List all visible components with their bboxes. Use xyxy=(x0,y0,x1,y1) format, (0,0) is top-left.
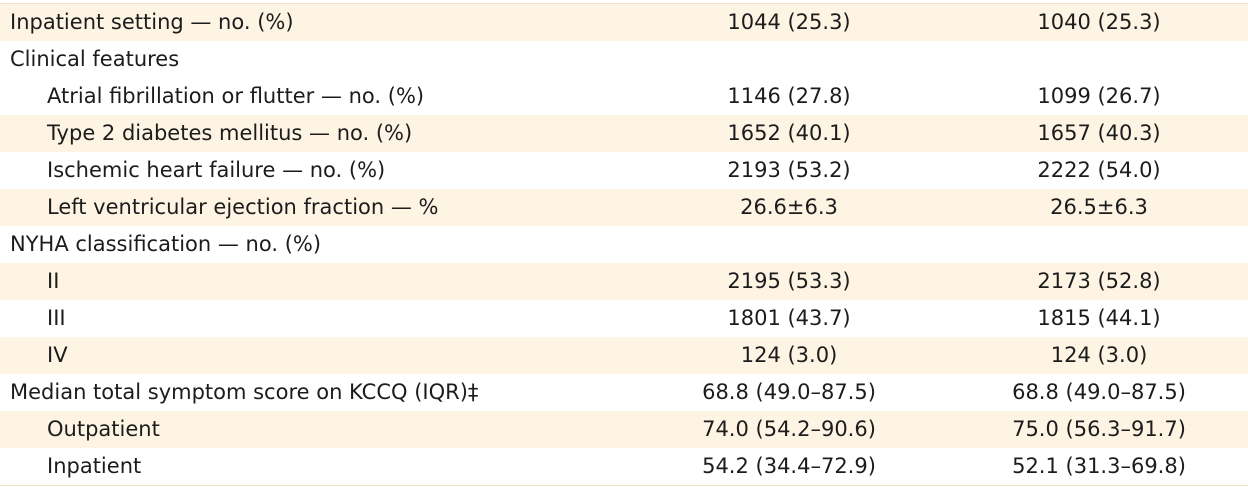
row-label: Inpatient setting — no. (%) xyxy=(10,10,294,34)
table-row: NYHA classification — no. (%) xyxy=(0,226,1248,263)
row-label: Atrial fibrillation or flutter — no. (%) xyxy=(47,84,425,108)
row-value-group-1: 54.2 (34.4–72.9) xyxy=(702,454,876,478)
row-label: Median total symptom score on KCCQ (IQR)… xyxy=(10,380,479,404)
row-value-group-2: 1815 (44.1) xyxy=(1037,306,1161,330)
row-label: Type 2 diabetes mellitus — no. (%) xyxy=(47,121,413,145)
row-label: Inpatient xyxy=(47,454,142,478)
row-value-group-2: 1040 (25.3) xyxy=(1037,10,1161,34)
row-value-group-2: 2173 (52.8) xyxy=(1037,269,1161,293)
table-bottom-rule xyxy=(0,485,1248,486)
row-label: IV xyxy=(47,343,68,367)
row-value-group-1: 2193 (53.2) xyxy=(727,158,851,182)
row-value-group-2: 75.0 (56.3–91.7) xyxy=(1012,417,1186,441)
table-top-rule xyxy=(0,3,1248,4)
row-label: Ischemic heart failure — no. (%) xyxy=(47,158,386,182)
row-label: NYHA classification — no. (%) xyxy=(10,232,322,256)
row-value-group-1: 1044 (25.3) xyxy=(727,10,851,34)
table-row: Type 2 diabetes mellitus — no. (%) 1652 (… xyxy=(0,115,1248,152)
row-label: Outpatient xyxy=(47,417,160,441)
table-row: III 1801 (43.7) 1815 (44.1) xyxy=(0,300,1248,337)
row-value-group-2: 52.1 (31.3–69.8) xyxy=(1012,454,1186,478)
table-row: Ischemic heart failure — no. (%) 2193 (53… xyxy=(0,152,1248,189)
table-row: Outpatient 74.0 (54.2–90.6) 75.0 (56.3–91.… xyxy=(0,411,1248,448)
row-value-group-1: 74.0 (54.2–90.6) xyxy=(702,417,876,441)
row-value-group-2: 68.8 (49.0–87.5) xyxy=(1012,380,1186,404)
table-row: Inpatient 54.2 (34.4–72.9) 52.1 (31.3–69.8… xyxy=(0,448,1248,485)
row-value-group-1: 1652 (40.1) xyxy=(727,121,851,145)
table-row: Atrial fibrillation or flutter — no. (%)… xyxy=(0,78,1248,115)
row-value-group-2: 26.5±6.3 xyxy=(1050,195,1148,219)
row-value-group-2: 124 (3.0) xyxy=(1050,343,1148,367)
table-row: Clinical features xyxy=(0,41,1248,78)
table-row: Inpatient setting — no. (%) 1044 (25.3) 10… xyxy=(0,4,1248,41)
table-row: II 2195 (53.3) 2173 (52.8) xyxy=(0,263,1248,300)
row-label: III xyxy=(47,306,66,330)
row-value-group-1: 26.6±6.3 xyxy=(740,195,838,219)
row-label: II xyxy=(47,269,60,293)
row-value-group-2: 1099 (26.7) xyxy=(1037,84,1161,108)
row-value-group-1: 1801 (43.7) xyxy=(727,306,851,330)
row-value-group-1: 68.8 (49.0–87.5) xyxy=(702,380,876,404)
table-row: Left ventricular ejection fraction — % 26… xyxy=(0,189,1248,226)
row-value-group-1: 124 (3.0) xyxy=(740,343,838,367)
row-value-group-2: 2222 (54.0) xyxy=(1037,158,1161,182)
row-value-group-1: 1146 (27.8) xyxy=(727,84,851,108)
row-value-group-2: 1657 (40.3) xyxy=(1037,121,1161,145)
row-label: Left ventricular ejection fraction — % xyxy=(47,195,439,219)
row-label: Clinical features xyxy=(10,47,180,71)
table-row: Median total symptom score on KCCQ (IQR)… xyxy=(0,374,1248,411)
table-row: IV 124 (3.0) 124 (3.0) xyxy=(0,337,1248,374)
row-value-group-1: 2195 (53.3) xyxy=(727,269,851,293)
